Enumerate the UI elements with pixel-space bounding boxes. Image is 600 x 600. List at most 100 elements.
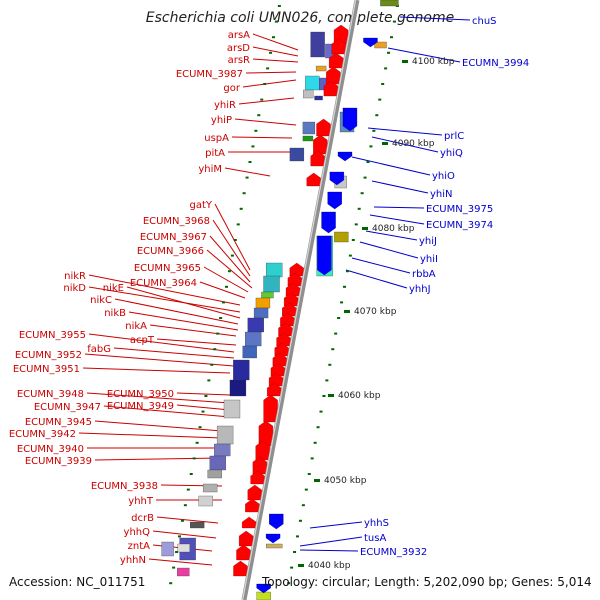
tick-mark (183, 504, 187, 507)
gene-box (261, 291, 274, 299)
gene-box (247, 317, 264, 333)
tick-mark (351, 239, 355, 241)
tick-mark (245, 176, 249, 179)
tick-mark (357, 207, 361, 210)
leader-line (309, 521, 363, 529)
gene-label-right: tusA (364, 533, 386, 544)
leader-line (78, 432, 223, 439)
gene-label-left: ECUMN_3949 (107, 401, 174, 412)
leader-line (88, 274, 241, 306)
gene-label-left: ECUMN_3950 (107, 389, 174, 400)
leader-line (128, 311, 239, 331)
leader-line (252, 33, 299, 51)
gene-box (209, 455, 226, 471)
leader-line (252, 58, 299, 63)
tick-mark (224, 285, 228, 288)
gene-box (189, 521, 205, 529)
tick-mark (239, 207, 243, 210)
reverse-arrow (363, 37, 378, 48)
gene-box (310, 31, 325, 58)
gene-label-left: ECUMN_3951 (13, 364, 80, 375)
reverse-arrow (327, 191, 342, 210)
tick-mark (274, 20, 278, 23)
tick-mark (348, 254, 352, 257)
leader-line (231, 136, 293, 139)
gene-label-right: rbbA (412, 269, 436, 280)
gene-box (380, 0, 399, 7)
tick-mark (331, 348, 335, 351)
gene-box (305, 75, 320, 91)
gene-label-left: uspA (204, 133, 229, 144)
forward-arrow (241, 516, 257, 529)
gene-label-right: yhiI (420, 254, 438, 265)
tick-mark (269, 51, 273, 54)
gene-label-right: yhiO (432, 171, 455, 182)
genome-ticks (169, 5, 399, 585)
forward-arrow (238, 530, 254, 547)
reverse-arrow (265, 533, 281, 544)
gene-label-left: ECUMN_3945 (25, 417, 92, 428)
tick-mark (319, 410, 323, 413)
gene-label-left: yhiM (198, 164, 222, 175)
tick-mark (248, 161, 252, 163)
gene-label-right: chuS (472, 16, 497, 27)
tick-mark (378, 98, 382, 101)
tick-mark (192, 457, 196, 460)
scale-label: 4100 kbp (412, 57, 455, 67)
tick-mark (254, 129, 258, 132)
leader-line (365, 230, 418, 241)
reverse-arrow (337, 151, 353, 162)
tick-mark (201, 410, 205, 413)
tick-mark (360, 192, 364, 195)
gene-box (177, 543, 190, 553)
leader-line (299, 549, 359, 552)
forward-arrow (289, 262, 304, 277)
gene-label-left: ECUMN_3942 (9, 429, 76, 440)
scale-tick (382, 142, 388, 145)
leader-line (214, 203, 251, 271)
gene-label-left: pitA (205, 148, 225, 159)
leader-line (351, 257, 411, 274)
tick-mark (372, 129, 376, 132)
gene-label-left: ECUMN_3938 (91, 481, 158, 492)
tick-mark (257, 114, 261, 117)
gene-box (245, 331, 262, 347)
tick-mark (363, 176, 367, 179)
tick-mark (322, 395, 326, 397)
tick-mark (227, 270, 231, 273)
leader-line (176, 392, 231, 396)
leader-line (176, 404, 231, 411)
gene-label-left: ECUMN_3955 (19, 330, 86, 341)
gene-box (289, 147, 305, 162)
tick-mark (260, 98, 264, 101)
leader-line (84, 353, 235, 367)
gene-label-right: ECUMN_3932 (360, 547, 427, 558)
scale-tick (344, 310, 350, 313)
gene-label-left: arsR (228, 55, 250, 66)
gene-label-left: nikD (63, 283, 86, 294)
tick-mark (207, 379, 211, 382)
scale-tick (298, 564, 304, 567)
leader-line (387, 47, 461, 63)
leader-line (206, 249, 253, 289)
gene-label-left: arsD (227, 43, 250, 54)
gene-box (242, 345, 257, 359)
leader-line (212, 219, 251, 277)
gene-label-left: yhhN (120, 555, 146, 566)
gene-box (161, 541, 174, 557)
tick-mark (198, 426, 202, 429)
gene-label-right: ECUMN_3975 (426, 204, 493, 215)
tick-mark (293, 551, 297, 553)
scale-label: 4080 kbp (372, 224, 415, 234)
gene-label-left: gatY (189, 200, 212, 211)
tick-mark (290, 566, 294, 569)
leader-line (156, 516, 219, 524)
forward-arrow (245, 498, 260, 513)
forward-arrow (247, 484, 262, 501)
gene-box (177, 567, 190, 577)
gene-label-left: ECUMN_3968 (143, 216, 210, 227)
gene-label-right: ECUMN_3974 (426, 220, 493, 231)
gene-box (266, 543, 283, 549)
leader-line (245, 71, 297, 74)
gene-box (315, 65, 327, 72)
